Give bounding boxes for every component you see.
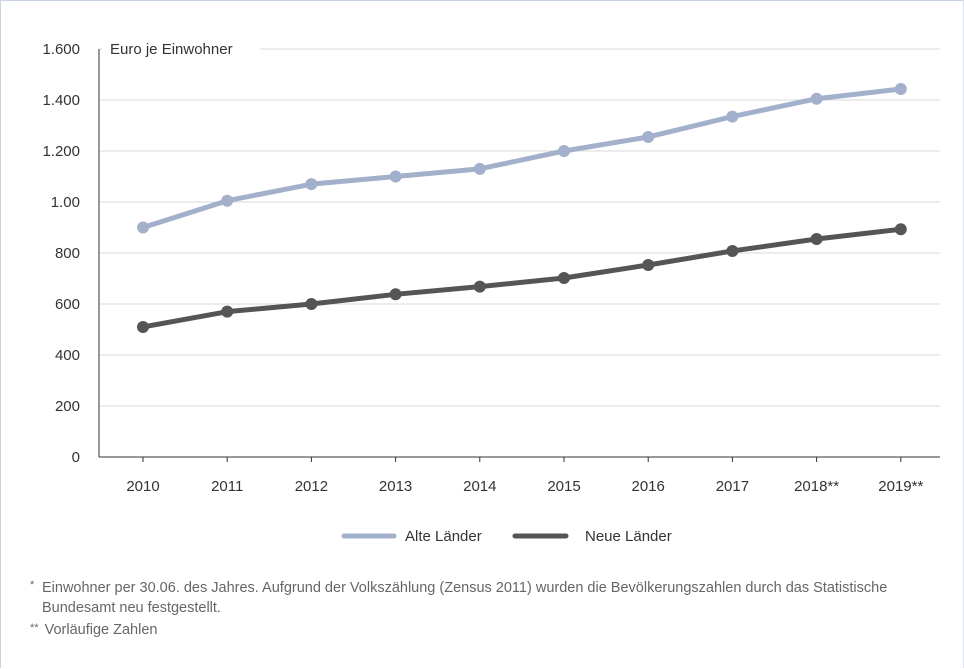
y-tick-label: 200 xyxy=(55,398,80,415)
data-point-series-1 xyxy=(558,145,570,157)
footnote-2: ** Vorläufige Zahlen xyxy=(30,618,950,640)
y-tick-label: 0 xyxy=(72,449,80,466)
footnote-1-text: Einwohner per 30.06. des Jahres. Aufgrun… xyxy=(42,580,888,616)
data-point-series-1 xyxy=(473,162,486,175)
legend-label-1: Alte Länder xyxy=(405,528,482,545)
y-tick-label: 1.00 xyxy=(51,194,80,211)
series-line-1 xyxy=(140,86,904,230)
x-tick-label: 2017 xyxy=(716,478,749,495)
x-tick-label: 2019** xyxy=(878,478,923,495)
y-tick-label: 600 xyxy=(55,296,80,313)
x-tick-label: 2010 xyxy=(126,478,159,495)
x-tick-label: 2011 xyxy=(211,478,243,495)
y-axis-label: Euro je Einwohner xyxy=(110,41,233,58)
y-tick-label: 800 xyxy=(55,245,80,262)
data-point-series-1 xyxy=(137,221,149,234)
data-point-series-2 xyxy=(726,244,739,257)
data-point-series-2 xyxy=(810,232,823,245)
data-point-series-2 xyxy=(137,320,149,333)
data-point-series-2 xyxy=(221,305,234,318)
data-point-series-2 xyxy=(305,298,318,310)
y-tick-label: 1.200 xyxy=(42,143,80,160)
data-point-series-1 xyxy=(389,170,402,183)
data-point-series-1 xyxy=(305,178,318,191)
x-tick-label: 2016 xyxy=(632,478,665,495)
data-point-series-1 xyxy=(642,130,655,143)
legend-label-2: Neue Länder xyxy=(585,528,672,545)
data-point-series-2 xyxy=(642,258,655,271)
data-point-series-2 xyxy=(389,288,402,301)
x-tick-label: 2012 xyxy=(295,478,328,495)
y-tick-label: 400 xyxy=(55,347,80,364)
footnote-1-mark: * xyxy=(30,579,35,591)
data-point-series-1 xyxy=(726,110,739,123)
x-tick-label: 2014 xyxy=(463,478,496,495)
x-tick-label: 2018** xyxy=(794,478,839,495)
data-point-series-2 xyxy=(894,223,907,236)
data-point-series-2 xyxy=(473,280,486,293)
data-point-series-1 xyxy=(894,83,907,96)
x-tick-label: 2013 xyxy=(379,478,412,495)
data-point-series-2 xyxy=(558,271,570,284)
footnote-1: * Einwohner per 30.06. des Jahres. Aufgr… xyxy=(30,578,950,618)
y-tick-label: 1.400 xyxy=(42,92,80,109)
footnotes: * Einwohner per 30.06. des Jahres. Aufgr… xyxy=(30,578,950,640)
series-line-2 xyxy=(140,226,904,330)
footnote-2-text: Vorläufige Zahlen xyxy=(44,622,158,638)
y-axis-label-background xyxy=(102,37,260,59)
data-point-series-1 xyxy=(810,92,823,105)
y-tick-label: 1.600 xyxy=(42,41,80,58)
x-tick-label: 2015 xyxy=(547,478,580,495)
data-point-series-1 xyxy=(221,194,234,207)
footnote-2-mark: ** xyxy=(30,622,39,634)
